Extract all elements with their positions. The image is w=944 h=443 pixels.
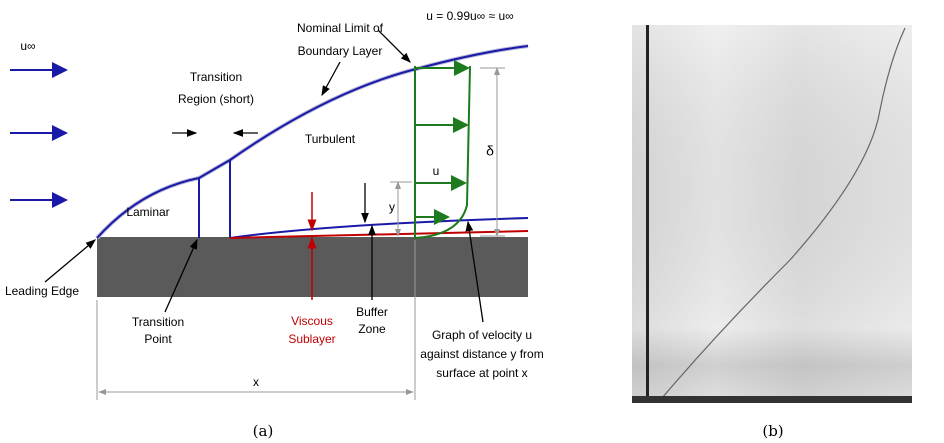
label: Turbulent: [305, 132, 356, 146]
label: Nominal Limit of: [297, 21, 384, 35]
photo-floor: [632, 396, 912, 403]
label: u: [433, 164, 440, 178]
label: u = 0.99u∞ ≈ u∞: [426, 9, 513, 23]
label: Leading Edge: [5, 284, 79, 298]
label: Boundary Layer: [298, 44, 383, 58]
label: y: [389, 200, 395, 214]
label: Viscous: [291, 314, 333, 328]
figure: u∞ Nominal Limit of Boundary Layer u = 0…: [0, 0, 944, 443]
label: Transition: [190, 70, 242, 84]
panel-a: u∞ Nominal Limit of Boundary Layer u = 0…: [5, 9, 544, 440]
label: Region (short): [178, 92, 254, 106]
label: against distance y from: [420, 347, 543, 361]
velocity-profile: [415, 66, 470, 238]
photo-edge: [646, 25, 649, 403]
label: Sublayer: [288, 332, 335, 346]
label: δ: [486, 143, 494, 159]
label: surface at point x: [436, 366, 527, 380]
label: Graph of velocity u: [432, 328, 532, 342]
label: u∞: [20, 39, 35, 53]
label: Zone: [358, 322, 386, 336]
label: Transition: [132, 315, 184, 329]
caption: (b): [762, 422, 783, 440]
caption: (a): [253, 422, 274, 440]
panel-b: (b): [632, 25, 912, 440]
free-stream-arrows: [10, 70, 66, 200]
label: x: [253, 375, 259, 389]
label: Laminar: [126, 205, 169, 219]
label: Buffer: [356, 305, 388, 319]
label: Point: [144, 332, 172, 346]
